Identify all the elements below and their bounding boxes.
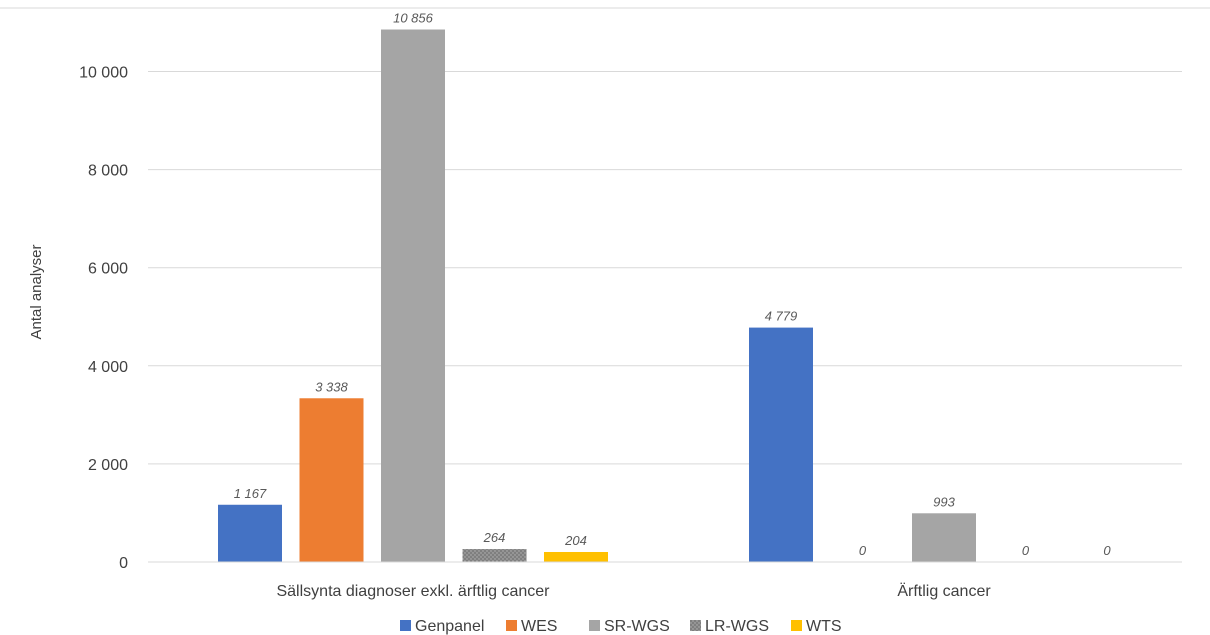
bar-sr-wgs-0 bbox=[381, 29, 445, 563]
bar-lr-wgs-0 bbox=[462, 549, 527, 562]
y-axis-ticks: 0 2 000 4 000 6 000 8 000 10 000 bbox=[79, 65, 128, 573]
x-category-label: Ärftlig cancer bbox=[897, 582, 991, 600]
bar-wts-0 bbox=[544, 551, 608, 562]
y-tick-label: 4 000 bbox=[88, 359, 128, 376]
bars bbox=[218, 29, 976, 563]
bar-wes-0 bbox=[299, 398, 364, 562]
legend: Genpanel WES SR-WGS LR-WGS WTS bbox=[400, 618, 842, 635]
data-label-wes-1: 0 bbox=[859, 543, 867, 558]
y-tick-label: 0 bbox=[119, 555, 128, 572]
data-label-lr-wgs-0: 264 bbox=[483, 530, 506, 545]
data-label-lr-wgs-1: 0 bbox=[1022, 543, 1030, 558]
bar-genpanel-1 bbox=[749, 327, 813, 562]
data-label-wts-0: 204 bbox=[564, 533, 587, 548]
bar-genpanel-0 bbox=[218, 504, 282, 562]
legend-label-lr-wgs: LR-WGS bbox=[705, 618, 769, 635]
legend-swatch-lr-wgs bbox=[690, 620, 701, 631]
legend-label-sr-wgs: SR-WGS bbox=[604, 618, 670, 635]
data-label-wts-1: 0 bbox=[1103, 543, 1111, 558]
legend-label-genpanel: Genpanel bbox=[415, 618, 484, 635]
data-label-sr-wgs-1: 993 bbox=[933, 494, 955, 509]
data-label-wes-0: 3 338 bbox=[315, 379, 348, 394]
y-tick-label: 10 000 bbox=[79, 65, 128, 82]
legend-swatch-sr-wgs bbox=[589, 620, 600, 631]
legend-swatch-wts bbox=[791, 620, 802, 631]
x-axis-categories: Sällsynta diagnoser exkl. ärftlig cancer… bbox=[276, 582, 991, 600]
data-label-sr-wgs-0: 10 856 bbox=[393, 11, 434, 26]
bar-sr-wgs-1 bbox=[912, 513, 976, 562]
y-axis-title: Antal analyser bbox=[28, 244, 45, 339]
y-tick-label: 2 000 bbox=[88, 457, 128, 474]
legend-swatch-genpanel bbox=[400, 620, 411, 631]
data-label-genpanel-1: 4 779 bbox=[765, 309, 798, 324]
x-category-label: Sällsynta diagnoser exkl. ärftlig cancer bbox=[276, 583, 550, 600]
data-label-genpanel-0: 1 167 bbox=[234, 486, 267, 501]
legend-swatch-wes bbox=[506, 620, 517, 631]
data-labels: 1 167 3 338 10 856 264 204 4 779 0 993 0 0 bbox=[234, 11, 1112, 558]
y-tick-label: 8 000 bbox=[88, 163, 128, 180]
y-tick-label: 6 000 bbox=[88, 261, 128, 278]
legend-label-wts: WTS bbox=[806, 618, 842, 635]
legend-label-wes: WES bbox=[521, 618, 557, 635]
